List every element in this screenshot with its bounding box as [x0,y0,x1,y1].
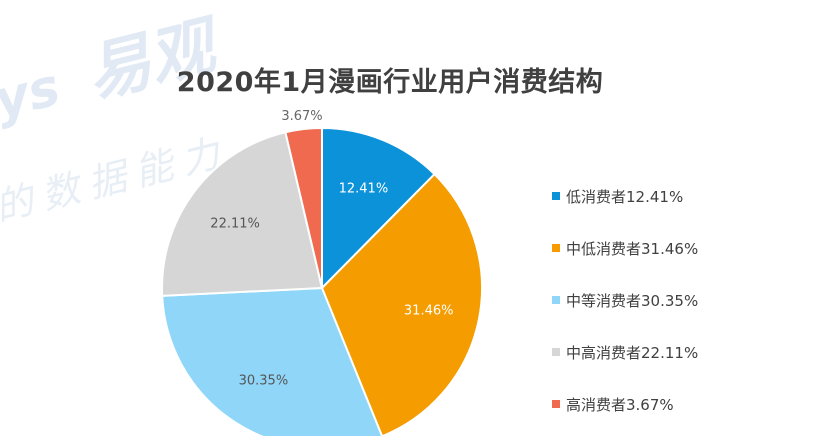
pie-slice-3 [161,286,384,436]
pie-data-label-3: 30.35% [239,374,289,389]
legend-swatch-2 [552,244,560,252]
legend-item-3: 中等消费者30.35% [552,274,698,326]
legend-item-4: 中高消费者22.11% [552,326,698,378]
legend-label-2: 中低消费者31.46% [566,239,699,258]
pie-slice-1 [321,126,436,291]
chart-title: 2020年1月漫画行业用户消费结构 [176,67,604,98]
legend-label-4: 中高消费者22.11% [566,343,699,362]
legend-label-5: 高消费者3.67% [566,395,674,414]
legend-item-1: 低消费者12.41% [552,170,698,222]
chart-legend: 低消费者12.41% 中低消费者31.46% 中等消费者30.35% 中高消费者22.… [552,170,698,430]
legend-item-2: 中低消费者31.46% [552,222,698,274]
pie-slice-5 [284,126,323,289]
legend-label-1: 低消费者12.41% [566,187,684,206]
legend-swatch-3 [552,296,560,304]
pie-slices [161,126,483,436]
pie-data-labels: 12.41% 31.46% 30.35% 22.11% 3.67% [210,109,453,389]
legend-label-3: 中等消费者30.35% [566,291,699,310]
legend-swatch-1 [552,192,560,200]
legend-swatch-4 [552,348,560,356]
legend-item-5: 高消费者3.67% [552,378,698,430]
pie-slice-4 [161,131,324,297]
pie-data-label-4: 22.11% [210,217,260,232]
pie-data-label-1: 12.41% [339,181,389,196]
pie-data-label-2: 31.46% [404,303,454,318]
legend-swatch-5 [552,400,560,408]
pie-slice-2 [320,172,483,436]
pie-data-label-5: 3.67% [281,109,322,124]
